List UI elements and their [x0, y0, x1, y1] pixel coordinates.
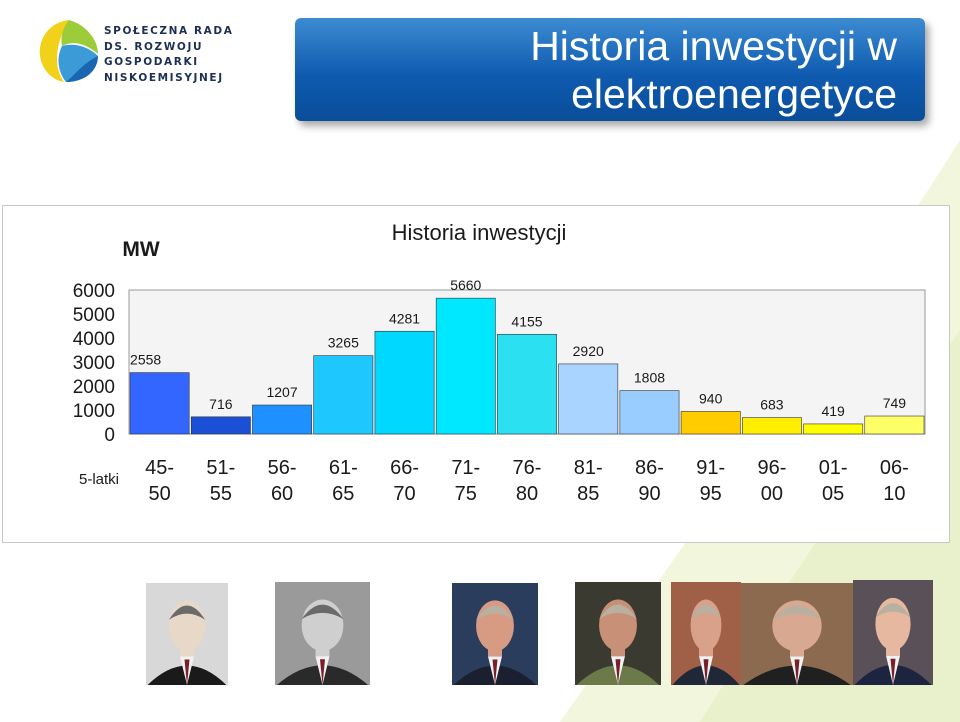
person-photo-icon — [672, 599, 740, 685]
chart-title: Historia inwestycji — [392, 220, 567, 245]
x-tick-label: 65 — [332, 483, 354, 505]
y-tick-label: 5000 — [73, 305, 115, 326]
x-tick-label: 86- — [635, 457, 664, 479]
bar — [374, 330, 435, 435]
x-tick-label: 00 — [761, 483, 783, 505]
x-tick-label: 55 — [210, 483, 232, 505]
bar-value-label: 2920 — [573, 343, 604, 359]
person-photo-icon — [453, 600, 537, 685]
y-tick-label: 0 — [104, 425, 115, 446]
y-axis-label: MW — [122, 238, 159, 261]
bar — [619, 390, 680, 435]
bar — [864, 415, 925, 435]
title-banner: Historia inwestycji w elektroenergetyce — [295, 18, 925, 121]
x-tick-label: 76- — [513, 457, 542, 479]
x-tick-label: 70 — [393, 483, 415, 505]
x-tick-label: 60 — [271, 483, 293, 505]
bar-value-label: 419 — [821, 403, 845, 419]
person-photo-icon — [854, 597, 932, 685]
page-title-line: Historia inwestycji w — [530, 23, 897, 69]
organization-logo: SPOŁECZNA RADA DS. ROZWOJU GOSPODARKI NI… — [36, 16, 236, 90]
bar — [497, 333, 557, 435]
bar-value-label: 4155 — [511, 313, 542, 329]
y-tick-label: 3000 — [73, 353, 115, 374]
bar — [803, 423, 864, 435]
x-tick-label: 81- — [574, 457, 603, 479]
y-tick-label: 4000 — [73, 329, 115, 350]
bar — [313, 355, 374, 435]
person-photo-icon — [576, 599, 660, 685]
portrait-7 — [853, 580, 933, 685]
x-tick-label: 10 — [883, 483, 905, 505]
logo-line: SPOŁECZNA RADA — [104, 25, 234, 37]
bar-value-label: 1808 — [634, 370, 665, 386]
x-tick-label: 96- — [757, 457, 786, 479]
x-tick-label: 66- — [390, 457, 419, 479]
x-tick-label: 95 — [700, 483, 722, 505]
x-tick-label: 80 — [516, 483, 538, 505]
portrait-3 — [452, 583, 538, 685]
logo-text: SPOŁECZNA RADA DS. ROZWOJU GOSPODARKI NI… — [104, 24, 233, 86]
person-photo-icon — [743, 600, 851, 685]
bar — [252, 404, 312, 435]
logo-emblem-icon — [39, 20, 98, 82]
bar — [742, 417, 802, 435]
bar — [435, 297, 496, 435]
person-photo-icon — [276, 599, 369, 685]
y-tick-label: 6000 — [73, 281, 115, 302]
portrait-6 — [741, 583, 853, 685]
x-tick-label: 01- — [819, 457, 848, 479]
bar-value-label: 2558 — [130, 352, 161, 368]
x-tick-label: 45- — [145, 457, 174, 479]
x-tick-label: 75 — [455, 483, 477, 505]
bar-value-label: 940 — [699, 390, 723, 406]
bar-value-label: 716 — [209, 396, 233, 412]
bar-value-label: 683 — [760, 397, 784, 413]
portrait-2 — [275, 582, 370, 685]
bar — [680, 411, 741, 435]
x-tick-label: 91- — [696, 457, 725, 479]
bar — [190, 416, 251, 435]
bar — [558, 363, 619, 435]
logo-line: DS. ROZWOJU — [104, 40, 204, 53]
x-tick-label: 56- — [268, 457, 297, 479]
logo-line: NISKOEMISYJNEJ — [104, 71, 224, 84]
bar — [129, 372, 190, 435]
y-tick-label: 2000 — [73, 377, 115, 398]
x-tick-label: 05 — [822, 483, 844, 505]
person-photo-icon — [147, 600, 227, 685]
x-tick-label: 61- — [329, 457, 358, 479]
bar-value-label: 5660 — [450, 277, 481, 293]
x-tick-label: 50 — [148, 483, 170, 505]
bar-value-label: 3265 — [328, 335, 359, 351]
x-tick-label: 51- — [206, 457, 235, 479]
y-tick-label: 1000 — [73, 401, 115, 422]
investment-bar-chart: Historia inwestycjiMW5-latki600050004000… — [73, 220, 926, 505]
bar-value-label: 749 — [883, 395, 907, 411]
bar-value-label: 4281 — [389, 310, 420, 326]
portrait-4 — [575, 582, 661, 685]
portrait-5 — [671, 582, 741, 685]
page-title-line: elektroenergetyce — [571, 71, 897, 117]
bar-value-label: 1207 — [266, 384, 297, 400]
portrait-1 — [146, 583, 228, 685]
x-tick-label: 06- — [880, 457, 909, 479]
x-axis-label: 5-latki — [79, 471, 119, 488]
page-title: Historia inwestycji w elektroenergetyce — [337, 22, 897, 118]
x-tick-label: 90 — [638, 483, 660, 505]
x-tick-label: 71- — [451, 457, 480, 479]
x-tick-label: 85 — [577, 483, 599, 505]
logo-line: GOSPODARKI — [104, 56, 199, 68]
chart-frame: Historia inwestycji MW 5-latki 6000 5000 4000… — [2, 205, 950, 543]
